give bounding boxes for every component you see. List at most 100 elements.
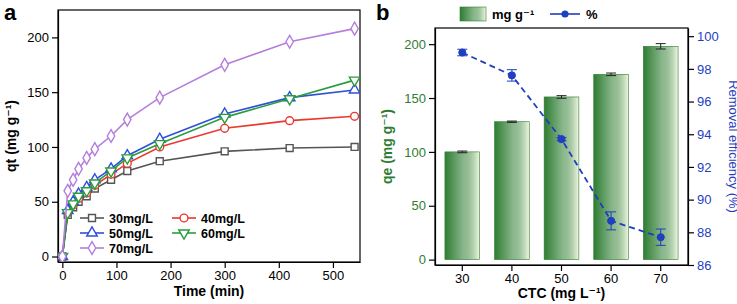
error-bar-part	[656, 49, 666, 50]
tick-mark	[429, 98, 435, 99]
marker	[122, 155, 133, 164]
error-bar-part	[606, 75, 616, 76]
tick-label: 0	[42, 249, 49, 264]
error-bar-part	[557, 95, 567, 96]
tick-mark	[688, 200, 694, 201]
series-line	[62, 90, 354, 257]
marker	[124, 168, 131, 175]
tick-label: 100	[106, 268, 128, 283]
panel-a: 0100200300400500050100150200Time (min)qt…	[3, 0, 361, 299]
marker	[508, 72, 515, 79]
tick-label: 60	[604, 271, 618, 286]
tick-mark	[688, 265, 694, 266]
error-bar-part	[606, 73, 616, 74]
tick: 0	[42, 249, 58, 264]
panel-b: 304050607005010015020086889092949698100C…	[376, 0, 737, 301]
tick-mark	[116, 262, 117, 268]
tick-mark	[611, 265, 612, 271]
error-bar-part	[656, 245, 666, 246]
marker	[221, 58, 228, 71]
tick-mark	[225, 262, 226, 268]
tick: 100	[404, 145, 435, 160]
tick: 500	[323, 262, 345, 283]
marker	[68, 201, 79, 210]
marker	[107, 130, 114, 143]
figure: 0100200300400500050100150200Time (min)qt…	[0, 0, 737, 304]
x-axis-title: CTC (mg L⁻¹)	[518, 285, 605, 301]
tick-mark	[52, 37, 58, 38]
panel-label: a	[4, 0, 17, 25]
tick-label: 500	[323, 268, 345, 283]
axis-line	[435, 29, 436, 266]
error-bar-part	[656, 229, 666, 230]
legend-item: 70mg/L	[80, 242, 153, 256]
tick-label: 30	[455, 271, 469, 286]
y-axis: 050100150200	[27, 11, 58, 265]
legend-label: 40mg/L	[201, 212, 245, 226]
marker	[62, 210, 73, 219]
legend-swatch	[460, 7, 486, 21]
legend-label: mg g⁻¹	[492, 7, 534, 22]
tick-mark	[688, 101, 694, 102]
tick-label: 98	[697, 62, 711, 77]
tick-label: 50	[554, 271, 568, 286]
series-line	[62, 116, 354, 256]
y-axis: 050100150200	[404, 29, 435, 268]
marker	[90, 180, 101, 189]
tick-label: 300	[214, 268, 236, 283]
bar	[495, 122, 530, 260]
error-bar-part	[507, 121, 517, 122]
tick-mark	[511, 265, 512, 271]
panel-label: b	[376, 0, 389, 25]
plot-area	[445, 44, 678, 260]
tick-mark	[561, 265, 562, 271]
tick-label: 92	[697, 160, 711, 175]
legend-label: %	[586, 7, 598, 22]
marker	[156, 91, 163, 104]
series-line	[462, 53, 660, 238]
error-bar-part	[606, 211, 616, 212]
tick-label: 100	[697, 29, 719, 44]
tick-mark	[688, 134, 694, 135]
tick: 50	[35, 194, 58, 209]
marker	[286, 145, 293, 152]
marker	[657, 234, 664, 241]
legend-marker	[87, 227, 98, 236]
y2-axis-title: Removal efficiency (%)	[726, 80, 737, 213]
tick-label: 94	[697, 127, 711, 142]
tick-label: 0	[419, 252, 426, 267]
tick: 60	[604, 265, 618, 286]
plot-area	[58, 22, 360, 262]
marker	[351, 112, 359, 120]
marker	[286, 117, 294, 125]
tick-label: 200	[160, 268, 182, 283]
error-bar-part	[507, 69, 517, 70]
error-bar	[656, 44, 666, 49]
legend-marker	[89, 215, 96, 222]
error-bar-part	[507, 122, 517, 123]
series-line	[62, 147, 354, 257]
legend-marker	[180, 214, 188, 222]
bar	[544, 97, 579, 260]
tick-label: 100	[404, 145, 426, 160]
tick: 94	[688, 127, 711, 142]
marker	[351, 143, 358, 150]
tick: 200	[27, 30, 58, 45]
axis-line	[688, 29, 689, 266]
marker	[286, 35, 293, 48]
marker	[459, 49, 466, 56]
tick-label: 90	[697, 192, 711, 207]
axis-line	[59, 262, 361, 263]
plot-frame	[58, 10, 360, 262]
tick-mark	[170, 262, 171, 268]
marker	[284, 96, 295, 105]
tick: 150	[404, 91, 435, 106]
error-bar	[557, 96, 567, 99]
tick: 0	[59, 262, 66, 283]
tick-mark	[429, 206, 435, 207]
tick: 200	[160, 262, 182, 283]
tick: 40	[505, 265, 519, 286]
error-bar-part	[457, 151, 467, 152]
tick-label: 200	[404, 37, 426, 52]
tick-mark	[52, 147, 58, 148]
